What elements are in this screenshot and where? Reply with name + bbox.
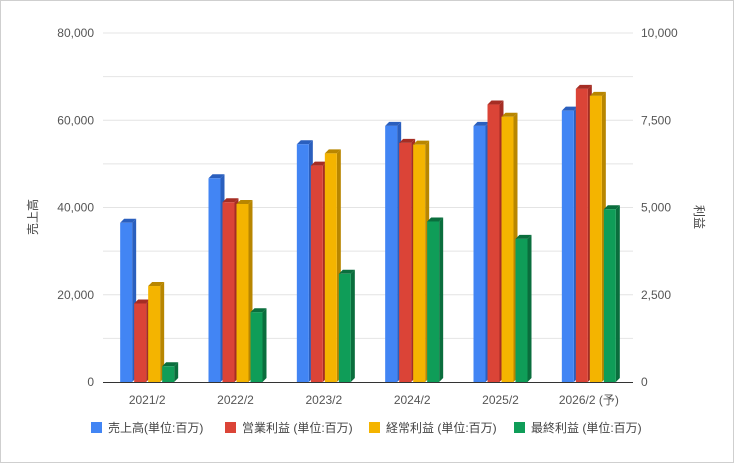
bar (385, 121, 402, 382)
bar (487, 100, 504, 383)
right-tick-label: 0 (641, 375, 648, 389)
legend-item: 最終利益 (単位:百万) (514, 420, 642, 435)
bar (162, 362, 179, 382)
x-axis-ticks: 2021/2 2022/2 2023/2 2024/2 2025/2 2026/2 (予) (129, 393, 619, 407)
legend-swatch (514, 422, 525, 433)
left-tick-label: 80,000 (57, 26, 94, 40)
legend: 売上高(単位:百万) 営業利益 (単位:百万) 経常利益 (単位:百万) 最終利益 (… (91, 420, 642, 435)
bar (324, 149, 341, 382)
left-axis-ticks: 0 20,000 40,000 60,000 80,000 (57, 26, 94, 389)
bar (501, 112, 518, 382)
x-tick-label: 2024/2 (394, 393, 431, 407)
legend-item: 経常利益 (単位:百万) (369, 420, 497, 435)
gridlines (103, 32, 633, 339)
left-tick-label: 0 (87, 375, 94, 389)
bar (575, 84, 592, 382)
bar (296, 140, 313, 382)
bar (561, 106, 578, 382)
bar (250, 308, 267, 382)
legend-swatch (91, 422, 102, 433)
left-tick-label: 20,000 (57, 288, 94, 302)
bar (208, 174, 225, 382)
bar (222, 198, 239, 382)
x-tick-label: 2022/2 (217, 393, 254, 407)
x-tick-label: 2021/2 (129, 393, 166, 407)
bar (120, 218, 137, 382)
right-tick-label: 10,000 (641, 26, 678, 40)
x-tick-label: 2026/2 (予) (559, 393, 619, 407)
left-tick-label: 60,000 (57, 113, 94, 127)
bar (399, 138, 416, 382)
right-tick-label: 7,500 (641, 113, 671, 127)
x-tick-label: 2025/2 (482, 393, 519, 407)
legend-swatch (369, 422, 380, 433)
right-axis-title: 利益 (692, 205, 706, 229)
bar (473, 121, 490, 382)
bars (120, 84, 620, 383)
legend-label: 経常利益 (単位:百万) (386, 420, 497, 435)
right-axis-ticks: 0 2,500 5,000 7,500 10,000 (641, 26, 678, 389)
left-tick-label: 40,000 (57, 201, 94, 215)
bar (427, 217, 444, 382)
bar (310, 161, 327, 382)
legend-label: 最終利益 (単位:百万) (531, 420, 642, 435)
right-tick-label: 2,500 (641, 288, 671, 302)
x-tick-label: 2023/2 (305, 393, 342, 407)
bar (515, 234, 532, 382)
bar (413, 140, 430, 382)
bar (148, 282, 165, 382)
legend-item: 売上高(単位:百万) (91, 420, 203, 435)
legend-label: 営業利益 (単位:百万) (242, 420, 353, 435)
bar (134, 299, 151, 382)
bar (589, 91, 606, 382)
legend-swatch (225, 422, 236, 433)
legend-item: 営業利益 (単位:百万) (225, 420, 353, 435)
bar (338, 269, 355, 382)
bar (236, 200, 253, 382)
left-axis-title: 売上高 (25, 199, 40, 235)
right-tick-label: 5,000 (641, 201, 671, 215)
bar (603, 205, 620, 382)
legend-label: 売上高(単位:百万) (108, 420, 203, 435)
